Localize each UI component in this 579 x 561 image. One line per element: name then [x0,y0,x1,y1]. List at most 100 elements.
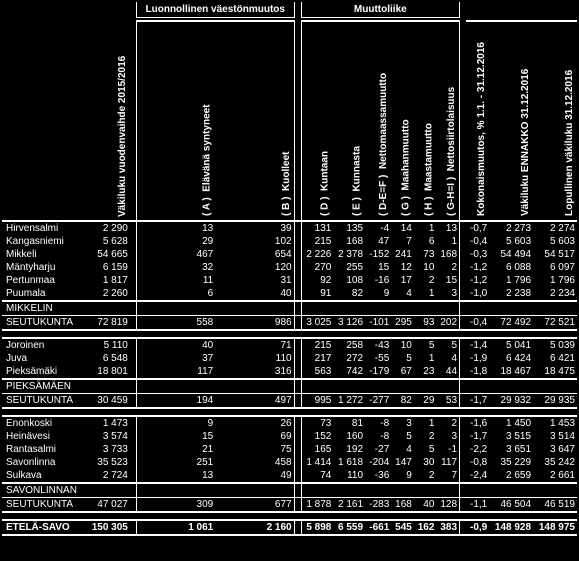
row-name: Pieksämäki [2,365,86,379]
subtotal-name-row: PIEKSÄMÄEN [2,379,577,394]
cell: 545 [391,520,414,535]
cell: -36 [365,469,391,483]
cell: 148 975 [533,520,577,535]
cell: -1,4 [466,338,489,352]
cell: 135 [333,221,365,235]
cell: -1,6 [466,416,489,430]
cell: 3 574 [86,430,130,443]
cell: -43 [365,338,391,352]
cell: 3 651 [489,443,533,456]
cell: 17 [391,274,414,287]
cell: 6 424 [489,352,533,365]
cell: -1,0 [466,287,489,301]
cell: 2 234 [533,287,577,301]
cell: 563 [301,365,333,379]
col-net-dom: ( D-E=F ) Nettomaassamuutto [365,21,391,221]
cell: 2 724 [86,469,130,483]
cell: 117 [436,456,459,469]
cell: 5 [414,443,437,456]
cell: 72 521 [533,316,577,331]
cell: 5 110 [86,338,130,352]
cell: 5 [391,430,414,443]
cell: -1,7 [466,430,489,443]
cell: 81 [333,416,365,430]
cell: 35 523 [86,456,130,469]
cell: 1 473 [86,416,130,430]
cell: 6 421 [533,352,577,365]
subtotal-row: SEUTUKUNTA72 8195589863 0253 126-1012959… [2,316,577,331]
table-header: Luonnollinen väestönmuutos Muuttoliike V… [2,2,577,221]
cell: 241 [391,248,414,261]
row-name: Rantasalmi [2,443,86,456]
cell: 72 819 [86,316,130,331]
cell: -1,1 [466,498,489,513]
cell: 30 [414,456,437,469]
cell: 120 [215,261,294,274]
cell: 40 [215,287,294,301]
cell: -204 [365,456,391,469]
col-net-mig: ( G-H=I ) Nettosiirtolaisuus [436,21,459,221]
grand-total-name: ETELÄ-SAVO [2,520,86,535]
cell: -1,7 [466,394,489,409]
cell: 160 [333,430,365,443]
cell: 10 [391,338,414,352]
cell: 6 088 [489,261,533,274]
cell: 4 [391,443,414,456]
cell: 40 [414,498,437,513]
col-out: ( E ) Kunnasta [333,21,365,221]
cell: 13 [436,221,459,235]
subtotal-name: MIKKELIN [2,301,86,316]
cell: 6 097 [533,261,577,274]
cell: 2 226 [301,248,333,261]
cell: -2,2 [466,443,489,456]
cell: 6 [414,235,437,248]
cell: 117 [136,365,215,379]
cell: -1,2 [466,261,489,274]
cell: 75 [215,443,294,456]
table-row: Juva6 54837110217272-55514-1,96 4246 421 [2,352,577,365]
cell: 5 603 [533,235,577,248]
cell: 458 [215,456,294,469]
grand-total-row: ETELÄ-SAVO150 3051 0612 1605 8986 559-66… [2,520,577,535]
cell: 6 559 [333,520,365,535]
cell: 13 [136,469,215,483]
row-name: Joroinen [2,338,86,352]
cell: 1 618 [333,456,365,469]
cell: 2 238 [489,287,533,301]
table-row: Mikkeli54 6654676542 2262 378-1522417316… [2,248,577,261]
row-name: Pertunmaa [2,274,86,287]
cell: 21 [136,443,215,456]
cell: 5 041 [489,338,533,352]
cell: 49 [215,469,294,483]
cell: 986 [215,316,294,331]
cell: -1 [436,443,459,456]
cell: 5 603 [489,235,533,248]
cell: 147 [391,456,414,469]
table-row: Pertunmaa1 817113192108-1617215-1,21 796… [2,274,577,287]
cell: 10 [414,261,437,274]
cell: 32 [136,261,215,274]
table-body: Hirvensalmi2 2901339131135-414113-0,72 2… [2,221,577,535]
cell: 44 [436,365,459,379]
cell: -1,2 [466,274,489,287]
cell: 29 935 [533,394,577,409]
cell: 11 [136,274,215,287]
cell: 272 [333,352,365,365]
cell: 3 515 [489,430,533,443]
cell: 82 [391,394,414,409]
cell: -277 [365,394,391,409]
table-row: Savonlinna35 5232514581 4141 618-2041473… [2,456,577,469]
row-name: Mäntyharju [2,261,86,274]
cell: 108 [333,274,365,287]
col-immig: ( G ) Maahanmuutto [391,21,414,221]
cell: 255 [333,261,365,274]
cell: 3 733 [86,443,130,456]
cell: 29 932 [489,394,533,409]
cell: 9 [365,287,391,301]
subtotal-name-row: SAVONLINNAN [2,483,577,498]
cell: 91 [301,287,333,301]
cell: -4 [365,221,391,235]
row-name: Enonkoski [2,416,86,430]
cell: 1 414 [301,456,333,469]
col-emig: ( H ) Maastamuutto [414,21,437,221]
